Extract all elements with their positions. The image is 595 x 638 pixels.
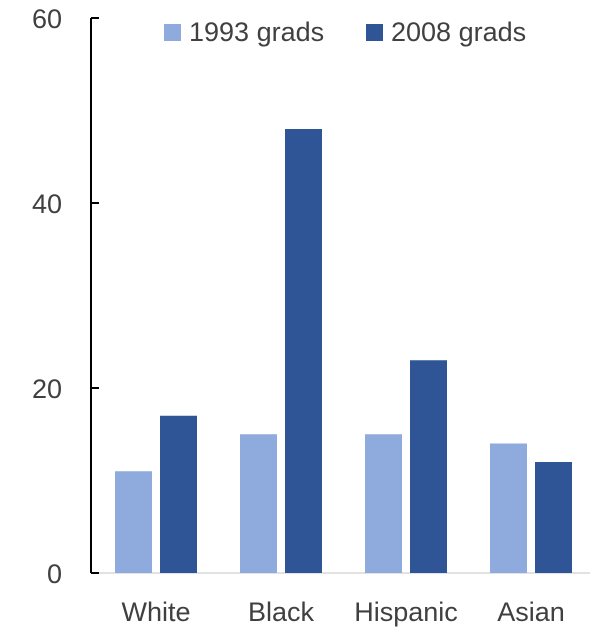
bar-black-series-1 [240,434,277,573]
bar-hispanic-series-2 [410,360,447,573]
bar-asian-series-2 [535,462,572,573]
bar-white-series-2 [160,415,197,573]
tick-labels: 0 20 40 60 White Black Hispanic Asian [32,4,565,627]
bar-black-series-2 [285,129,322,573]
y-tick-label: 20 [32,374,62,404]
y-tick-label: 0 [47,559,62,589]
legend-label-series-2: 2008 grads [391,17,526,47]
x-tick-label: White [121,597,190,627]
bar-hispanic-series-1 [365,434,402,573]
bars [115,129,572,573]
legend: 1993 grads 2008 grads [164,17,526,47]
legend-swatch-series-2 [366,24,383,41]
legend-label-series-1: 1993 grads [189,17,324,47]
y-tick-label: 40 [32,189,62,219]
x-tick-label: Asian [497,597,565,627]
bar-white-series-1 [115,471,152,573]
x-tick-label: Black [248,597,315,627]
legend-swatch-series-1 [164,24,181,41]
bar-asian-series-1 [490,443,527,573]
x-tick-label: Hispanic [354,597,458,627]
y-tick-label: 60 [32,4,62,34]
